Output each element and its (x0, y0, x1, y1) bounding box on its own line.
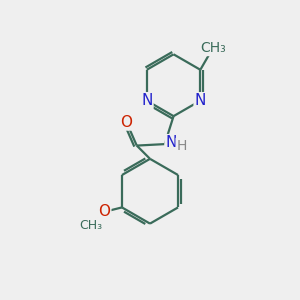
Text: CH₃: CH₃ (80, 219, 103, 232)
Text: O: O (120, 115, 132, 130)
Text: H: H (177, 139, 187, 153)
Text: N: N (141, 93, 152, 108)
Text: N: N (195, 93, 206, 108)
Text: N: N (166, 135, 177, 150)
Text: O: O (98, 204, 110, 219)
Text: CH₃: CH₃ (200, 41, 226, 55)
